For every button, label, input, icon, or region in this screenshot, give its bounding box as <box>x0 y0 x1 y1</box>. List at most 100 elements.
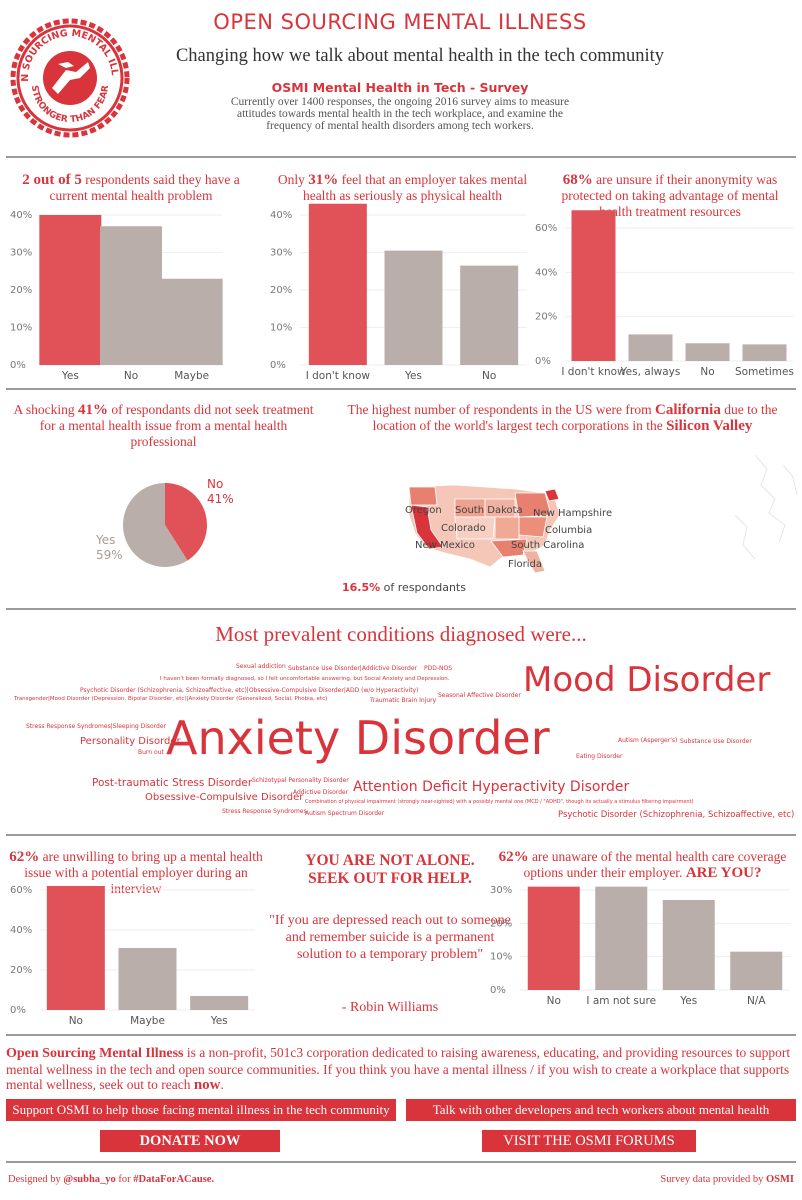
bar <box>685 343 730 361</box>
y-tick-label: 30% <box>270 248 292 259</box>
y-tick-label: 40% <box>535 267 557 278</box>
page-subtitle: Changing how we talk about mental health… <box>175 46 665 66</box>
map-state-label: South Carolina <box>511 540 585 551</box>
y-tick-label: 40% <box>10 925 32 936</box>
y-tick-label: 0% <box>490 985 506 996</box>
cloud-word: Mood Disorder <box>523 660 771 700</box>
cloud-word: PDD-NOS <box>424 665 453 672</box>
divider <box>6 1034 796 1036</box>
x-category-label: Yes, always <box>620 366 681 378</box>
cloud-word: Combination of physical impairment (stro… <box>305 799 694 805</box>
cloud-word: Stress Response Syndromes <box>222 808 307 815</box>
y-tick-label: 10% <box>10 323 32 334</box>
conditions-heading: Most prevalent conditions diagnosed were… <box>215 622 587 646</box>
y-tick-label: 0% <box>270 360 286 371</box>
map-state-label: Colorado <box>441 523 486 534</box>
y-tick-label: 20% <box>10 965 32 976</box>
cloud-word: Sexual addiction <box>236 663 286 670</box>
pie-slice <box>165 483 207 561</box>
map-state-label: New Mexico <box>415 540 475 551</box>
x-category-label: N/A <box>747 995 766 1007</box>
x-category-label: No <box>700 366 714 378</box>
x-category-label: No <box>124 370 138 382</box>
cloud-word: Schizotypal Personality Disorder <box>252 777 349 784</box>
cloud-word: Attention Deficit Hyperactivity Disorder <box>353 779 630 795</box>
divider <box>6 156 796 158</box>
cloud-word: Obsessive-Compulsive Disorder <box>145 792 304 803</box>
x-category-label: I don't know <box>306 370 371 382</box>
bar <box>742 344 787 361</box>
map-state-label: Oregon <box>405 505 442 516</box>
x-category-label: No <box>69 1015 83 1027</box>
cloud-word: Psychotic Disorder (Schizophrenia, Schiz… <box>558 810 795 820</box>
survey-title: OSMI Mental Health in Tech - Survey <box>271 80 529 95</box>
cloud-word: Seasonal Affective Disorder <box>438 692 521 699</box>
panel-title-interview: 62% are unwilling to bring up a mental h… <box>9 849 263 896</box>
x-category-label: Yes <box>404 370 422 382</box>
cloud-word: Stress Response Syndromes|Sleeping Disor… <box>26 723 166 730</box>
bar <box>571 210 616 361</box>
support-osmi-banner[interactable]: Support OSMI to help those facing mental… <box>6 1099 396 1121</box>
x-category-label: No <box>482 370 496 382</box>
map-state-label: New Hampshire <box>533 508 613 519</box>
x-category-label: No <box>547 995 561 1007</box>
divider <box>6 608 796 610</box>
panel-title-current-problem: 2 out of 5 respondents said they have a … <box>22 172 240 203</box>
talk-developers-banner[interactable]: Talk with other developers and tech work… <box>406 1099 796 1121</box>
cloud-word: Transgender|Mood Disorder (Depression, B… <box>14 696 328 702</box>
pie-slice <box>122 483 188 567</box>
bar <box>308 203 367 365</box>
x-category-label: Yes <box>679 995 697 1007</box>
quote-headline: YOU ARE NOT ALONE. SEEK OUT FOR HELP. <box>305 852 475 887</box>
cloud-word: Autism (Asperger's) <box>618 737 678 744</box>
y-tick-label: 40% <box>10 210 32 221</box>
cloud-word: Post-traumatic Stress Disorder <box>92 777 253 789</box>
cloud-word: Burn out <box>138 749 164 756</box>
bar <box>384 250 443 365</box>
panel-title-coverage: 62% are unaware of the mental health car… <box>498 849 787 881</box>
bar <box>527 886 580 990</box>
y-tick-label: 20% <box>270 285 292 296</box>
map-state-label: Columbia <box>545 525 593 536</box>
bar <box>730 951 783 990</box>
cloud-word: Psychotic Disorder (Schizophrenia, Schiz… <box>80 687 419 694</box>
x-category-label: Maybe <box>130 1015 165 1027</box>
pie-label-no: No 41% <box>207 477 234 506</box>
cloud-word: Addictive Disorder <box>293 789 349 796</box>
map-note: 16.5% of respondants <box>342 581 466 594</box>
bar <box>118 948 177 1010</box>
pie-chart-no-treatment <box>122 483 207 567</box>
map-state-label: Florida <box>508 559 543 570</box>
us-respondent-map: Oregon South Dakota New Hampshire Colora… <box>395 454 800 595</box>
bar <box>100 226 162 365</box>
cloud-word: Traumatic Brain Injury <box>370 697 437 704</box>
y-tick-label: 0% <box>535 356 551 367</box>
x-category-label: Yes <box>61 370 79 382</box>
map-state-label: South Dakota <box>455 505 523 516</box>
bar <box>39 215 102 365</box>
panel-title-employer-seriousness: Only 31% feel that an employer takes men… <box>277 172 528 203</box>
pie-label-yes: Yes 59% <box>96 533 123 562</box>
x-category-label: Yes <box>210 1015 228 1027</box>
quote-author: - Robin Williams <box>341 1000 439 1015</box>
x-category-label: Sometimes <box>735 366 794 378</box>
bar <box>595 886 648 990</box>
visit-forums-button[interactable]: VISIT THE OSMI FORUMS <box>482 1130 696 1152</box>
org-description: Open Sourcing Mental Illness is a non-pr… <box>6 1045 791 1093</box>
page-title: OPEN SOURCING MENTAL ILLNESS <box>213 10 587 34</box>
bar <box>190 996 249 1010</box>
bar <box>46 886 105 1010</box>
bar <box>662 900 715 990</box>
bar <box>460 265 519 365</box>
cloud-word: Substance Use Disorder|Addictive Disorde… <box>288 665 417 672</box>
divider <box>6 1161 796 1163</box>
y-tick-label: 30% <box>10 248 32 259</box>
y-tick-label: 0% <box>10 1005 26 1016</box>
panel-title-no-treatment: A shocking 41% of respondants did not se… <box>13 402 314 449</box>
divider <box>6 388 796 390</box>
y-tick-label: 20% <box>10 285 32 296</box>
donate-now-button[interactable]: DONATE NOW <box>100 1130 280 1152</box>
y-tick-label: 20% <box>535 312 557 323</box>
x-category-label: I am not sure <box>586 995 656 1007</box>
cloud-word: Autism Spectrum Disorder <box>305 810 385 817</box>
